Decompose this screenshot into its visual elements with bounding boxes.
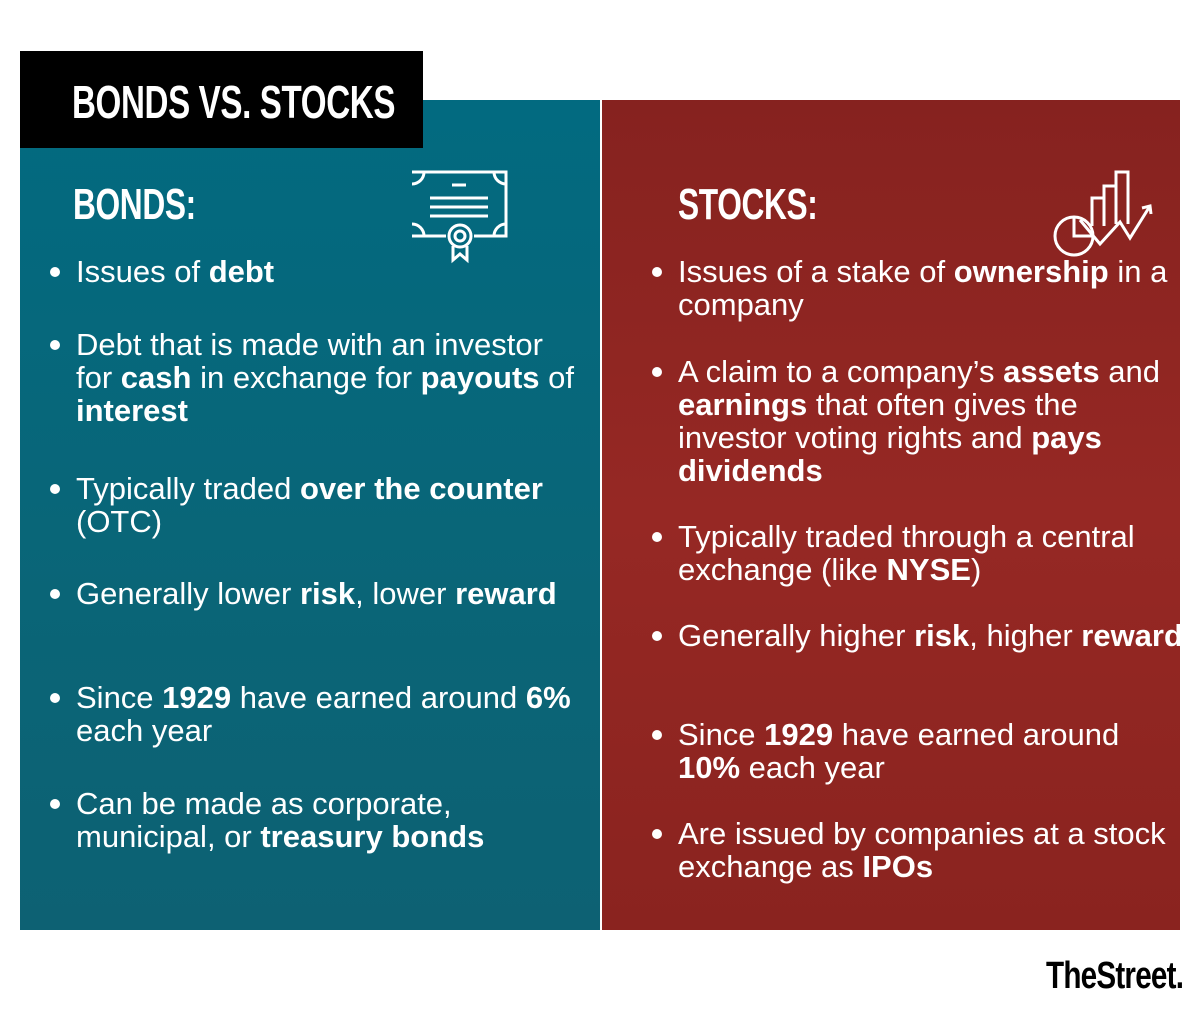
text: Are issued by companies at a stock excha… xyxy=(678,816,1166,884)
bold-text: treasury bonds xyxy=(260,819,485,854)
stocks-list-item: Typically traded through a central excha… xyxy=(652,520,1188,586)
bold-text: reward xyxy=(455,576,557,611)
bold-text: reward xyxy=(1081,618,1183,653)
bold-text: risk xyxy=(299,576,356,611)
bold-text: IPOs xyxy=(862,849,934,884)
stocks-list-item: Generally higher risk, higher reward xyxy=(652,619,1188,652)
text: each year xyxy=(76,713,213,748)
text: of xyxy=(539,360,574,395)
bold-text: payouts xyxy=(420,360,540,395)
bonds-heading: BONDS: xyxy=(73,180,196,229)
bonds-panel xyxy=(20,100,600,930)
bold-text: pays dividends xyxy=(678,420,1102,488)
stocks-heading: STOCKS: xyxy=(678,180,818,229)
text: , lower xyxy=(355,576,456,611)
bold-text: 1929 xyxy=(764,717,834,752)
text: have earned around xyxy=(231,680,526,715)
text: and xyxy=(1099,354,1160,389)
stocks-list-item: Are issued by companies at a stock excha… xyxy=(652,817,1188,883)
text: (OTC) xyxy=(76,504,163,539)
bonds-list-item: Typically traded over the counter (OTC) xyxy=(50,472,586,538)
text: Generally higher xyxy=(678,618,915,653)
thestreet-logo: TheStreet. xyxy=(1046,955,1184,997)
bold-text: debt xyxy=(208,254,275,289)
title-banner: BONDS VS. STOCKS xyxy=(20,51,423,148)
text: A claim to a company’s xyxy=(678,354,1004,389)
text: in exchange for xyxy=(191,360,421,395)
text: Issues of a stake of xyxy=(678,254,954,289)
bonds-list-item: Generally lower risk, lower reward xyxy=(50,577,586,610)
text: ) xyxy=(970,552,982,587)
bold-text: 1929 xyxy=(162,680,232,715)
bold-text: NYSE xyxy=(886,552,971,587)
bold-text: risk xyxy=(914,618,970,653)
text: Typically traded through a central excha… xyxy=(678,519,1135,587)
text: Since xyxy=(678,717,765,752)
text: in a company xyxy=(678,254,1168,322)
text: that often gives the investor voting rig… xyxy=(678,387,1078,455)
page-title: BONDS VS. STOCKS xyxy=(72,76,396,128)
text: Issues of xyxy=(76,254,209,289)
bold-text: 6% xyxy=(525,680,571,715)
stocks-list-item: A claim to a company’s assets and earnin… xyxy=(652,355,1188,487)
text: Can be made as corporate, municipal, or xyxy=(76,786,452,854)
bold-text: over the counter xyxy=(300,471,543,506)
certificate-icon xyxy=(411,170,508,264)
stocks-panel xyxy=(602,100,1180,930)
bold-text: interest xyxy=(76,393,188,428)
bonds-list-item: Debt that is made with an investor for c… xyxy=(50,328,586,427)
bold-text: ownership xyxy=(953,254,1109,289)
text: have earned around xyxy=(833,717,1120,752)
stocks-list-item: Since 1929 have earned around 10% each y… xyxy=(652,718,1188,784)
bold-text: assets xyxy=(1003,354,1100,389)
text: Generally lower xyxy=(76,576,300,611)
text: Debt that is made with an investor for xyxy=(76,327,543,395)
bold-text: earnings xyxy=(678,387,808,422)
bonds-list-item: Issues of debt xyxy=(50,255,586,288)
text: Since xyxy=(76,680,163,715)
bold-text: cash xyxy=(120,360,192,395)
bonds-list-item: Since 1929 have earned around 6% each ye… xyxy=(50,681,586,747)
text: , higher xyxy=(969,618,1082,653)
text: each year xyxy=(740,750,885,785)
bold-text: 10% xyxy=(678,750,741,785)
bonds-list-item: Can be made as corporate, municipal, or … xyxy=(50,787,586,853)
chart-growth-icon xyxy=(1053,170,1153,257)
stocks-list-item: Issues of a stake of ownership in a comp… xyxy=(652,255,1188,321)
text: Typically traded xyxy=(76,471,300,506)
